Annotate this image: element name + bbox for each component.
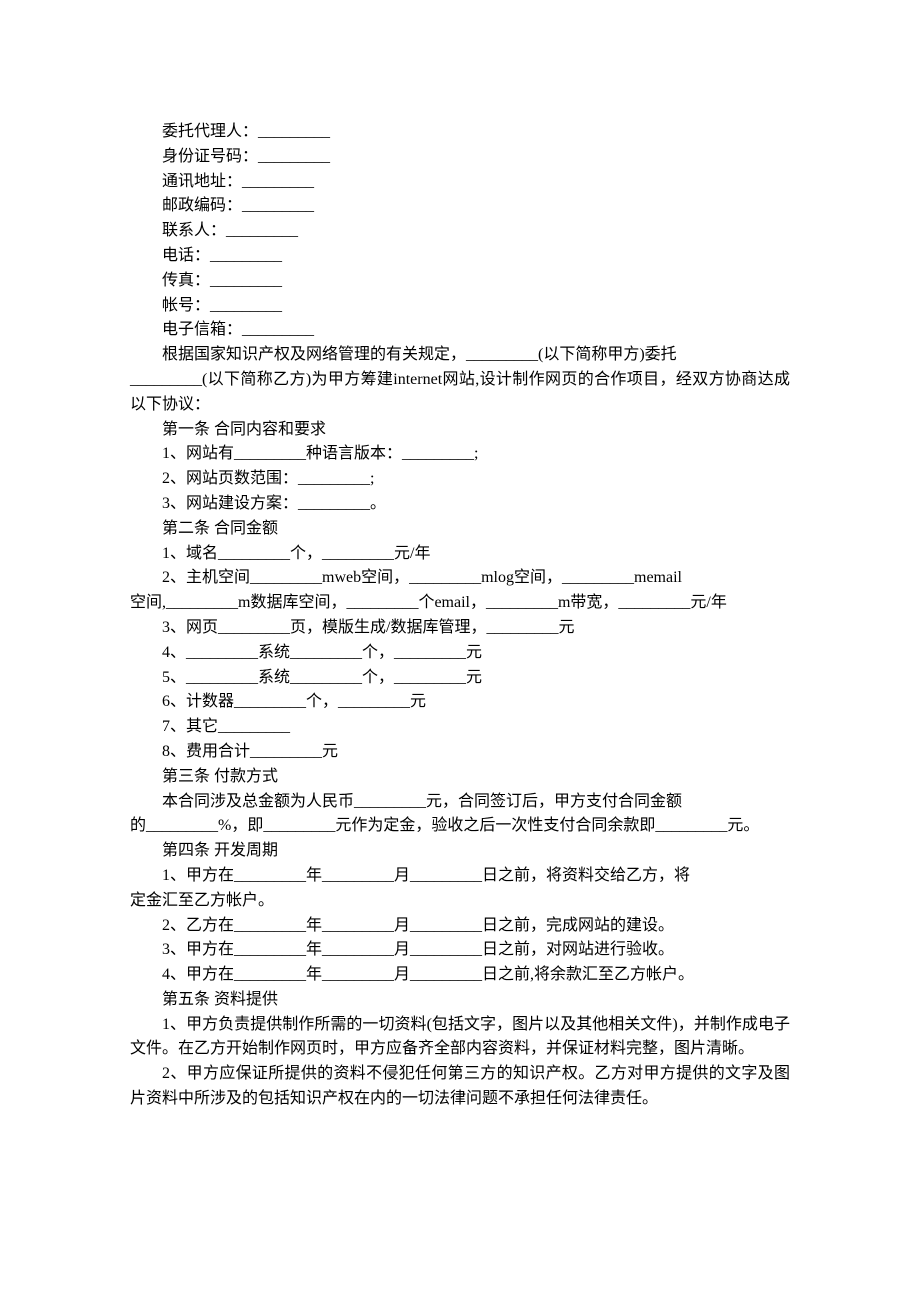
section2-item5: 5、_________系统_________个，_________元: [130, 666, 790, 691]
field-contact: 联系人：_________: [130, 219, 790, 244]
section1-title: 第一条 合同内容和要求: [130, 418, 790, 443]
section2-item6: 6、计数器_________个，_________元: [130, 690, 790, 715]
section2-item2a: 2、主机空间_________mweb空间，_________mlog空间，__…: [130, 566, 790, 591]
section2-item8: 8、费用合计_________元: [130, 740, 790, 765]
section5-title: 第五条 资料提供: [130, 988, 790, 1013]
field-agent: 委托代理人：_________: [130, 120, 790, 145]
section3-p1b: 的_________%，即_________元作为定金，验收之后一次性支付合同余…: [130, 814, 790, 839]
field-account: 帐号：_________: [130, 294, 790, 319]
field-email: 电子信箱：_________: [130, 318, 790, 343]
field-address: 通讯地址：_________: [130, 170, 790, 195]
section4-title: 第四条 开发周期: [130, 839, 790, 864]
section1-item3: 3、网站建设方案：_________。: [130, 492, 790, 517]
preamble-line2: _________(以下简称乙方)为甲方筹建internet网站,设计制作网页的…: [130, 368, 790, 418]
section4-item2: 2、乙方在_________年_________月_________日之前，完成…: [130, 914, 790, 939]
section3-p1a: 本合同涉及总金额为人民币_________元，合同签订后，甲方支付合同金额: [130, 790, 790, 815]
preamble-line1: 根据国家知识产权及网络管理的有关规定，_________(以下简称甲方)委托: [130, 343, 790, 368]
section2-title: 第二条 合同金额: [130, 517, 790, 542]
section1-item2: 2、网站页数范围：_________;: [130, 467, 790, 492]
section1-item1: 1、网站有_________种语言版本：_________;: [130, 442, 790, 467]
section2-item4: 4、_________系统_________个，_________元: [130, 641, 790, 666]
section2-item7: 7、其它_________: [130, 715, 790, 740]
field-phone: 电话：_________: [130, 244, 790, 269]
field-id-number: 身份证号码：_________: [130, 145, 790, 170]
field-fax: 传真：_________: [130, 269, 790, 294]
section4-item1a: 1、甲方在_________年_________月_________日之前，将资…: [130, 864, 790, 889]
section5-p2: 2、甲方应保证所提供的资料不侵犯任何第三方的知识产权。乙方对甲方提供的文字及图片…: [130, 1062, 790, 1112]
document-page: 委托代理人：_________ 身份证号码：_________ 通讯地址：___…: [0, 0, 920, 1302]
section2-item1: 1、域名_________个，_________元/年: [130, 542, 790, 567]
section5-p1: 1、甲方负责提供制作所需的一切资料(包括文字，图片以及其他相关文件)，并制作成电…: [130, 1013, 790, 1063]
section2-item2b: 空间,_________m数据库空间，_________个email，_____…: [130, 591, 790, 616]
section4-item3: 3、甲方在_________年_________月_________日之前，对网…: [130, 938, 790, 963]
section4-item4: 4、甲方在_________年_________月_________日之前,将余…: [130, 963, 790, 988]
section3-title: 第三条 付款方式: [130, 765, 790, 790]
section4-item1b: 定金汇至乙方帐户。: [130, 889, 790, 914]
section2-item3: 3、网页_________页，模版生成/数据库管理，_________元: [130, 616, 790, 641]
field-postal: 邮政编码：_________: [130, 194, 790, 219]
